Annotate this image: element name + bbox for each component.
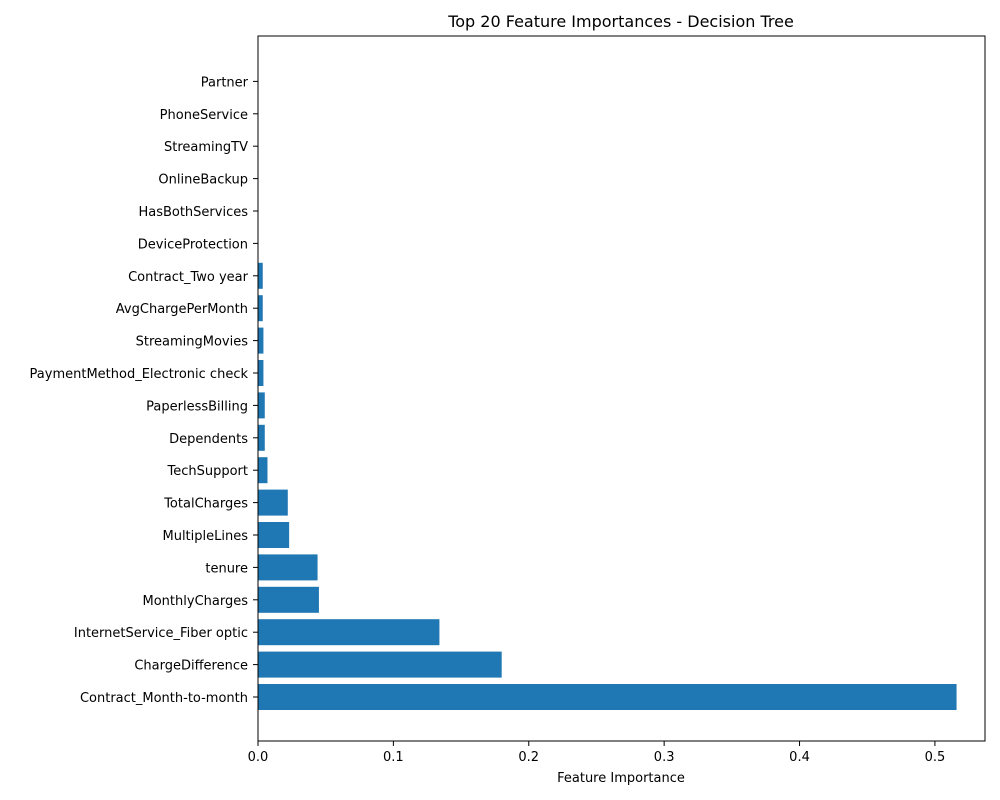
y-tick-label-13: Contract_Two year <box>128 270 249 285</box>
y-tick-label-7: TechSupport <box>166 464 248 479</box>
x-tick-label-2: 0.2 <box>518 750 539 765</box>
y-tick-label-16: OnlineBackup <box>158 173 248 188</box>
bar-1 <box>258 651 502 678</box>
bar-5 <box>258 522 290 548</box>
y-tick-label-14: DeviceProtection <box>138 237 248 252</box>
bar-11 <box>258 327 264 354</box>
y-tick-label-10: PaymentMethod_Electronic check <box>30 367 249 382</box>
y-tick-label-12: AvgChargePerMonth <box>116 302 248 317</box>
x-axis-label: Feature Importance <box>557 771 685 786</box>
bar-3 <box>258 586 319 613</box>
bar-4 <box>258 554 318 581</box>
y-tick-label-4: tenure <box>205 561 248 576</box>
x-tick-label-4: 0.4 <box>789 750 810 765</box>
y-tick-label-18: PhoneService <box>160 108 248 123</box>
x-tick-label-0: 0.0 <box>248 750 269 765</box>
y-tick-label-15: HasBothServices <box>138 205 248 220</box>
y-tick-label-6: TotalCharges <box>163 497 248 512</box>
bar-6 <box>258 489 288 516</box>
x-ticks: 0.0 0.1 0.2 0.3 0.4 0.5 <box>248 741 946 765</box>
bar-7 <box>258 457 268 484</box>
x-tick-label-1: 0.1 <box>383 750 404 765</box>
x-tick-label-3: 0.3 <box>654 750 675 765</box>
bar-13 <box>258 262 263 289</box>
y-tick-label-0: Contract_Month-to-month <box>80 691 248 706</box>
plot-frame <box>257 35 986 742</box>
y-tick-label-8: Dependents <box>169 432 248 447</box>
y-tick-label-17: StreamingTV <box>164 140 248 155</box>
bar-9 <box>258 392 265 419</box>
y-tick-labels: Contract_Month-to-month ChargeDifference I… <box>30 75 258 706</box>
bar-2 <box>258 619 440 646</box>
bar-0 <box>258 684 957 710</box>
bar-12 <box>258 295 263 322</box>
bar-10 <box>258 360 264 386</box>
bars-group <box>258 262 957 710</box>
y-tick-label-3: MonthlyCharges <box>143 594 249 609</box>
bar-8 <box>258 424 265 451</box>
y-tick-label-2: InternetService_Fiber optic <box>74 626 248 641</box>
y-tick-label-19: Partner <box>201 75 249 90</box>
y-tick-label-1: ChargeDifference <box>134 659 248 674</box>
chart-title: Top 20 Feature Importances - Decision Tr… <box>447 12 794 31</box>
y-tick-label-11: StreamingMovies <box>136 335 249 350</box>
x-tick-label-5: 0.5 <box>925 750 946 765</box>
y-tick-label-9: PaperlessBilling <box>146 399 248 414</box>
y-tick-label-5: MultipleLines <box>162 529 248 544</box>
